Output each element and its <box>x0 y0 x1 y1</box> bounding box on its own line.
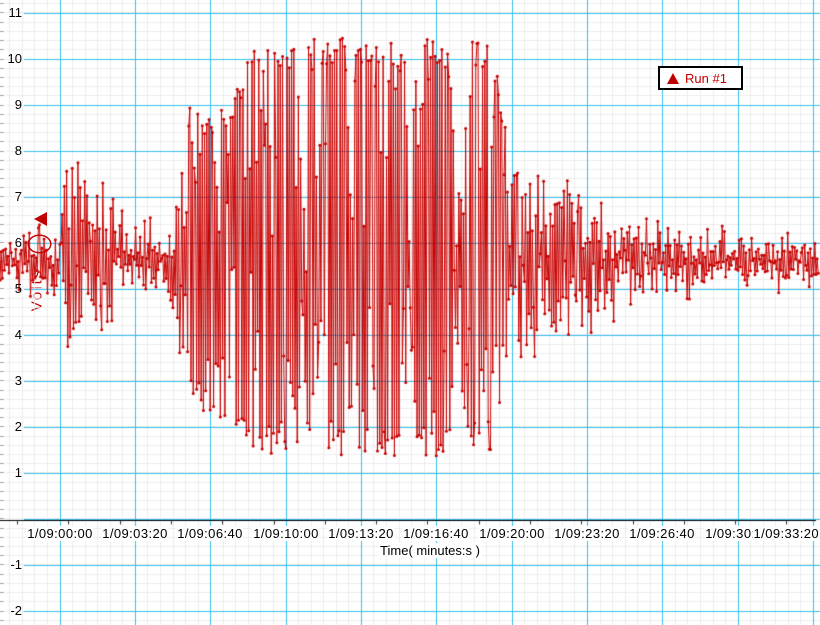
x-tick-label: 1/09:10:00 <box>252 526 320 541</box>
y-tick-label: 11 <box>8 5 23 20</box>
x-axis-title: Time( minutes:s ) <box>378 543 482 558</box>
x-tick-label: 1/09:20:00 <box>478 526 546 541</box>
y-tick-label: 9 <box>14 97 22 112</box>
x-tick-label: 1/09:03:20 <box>101 526 169 541</box>
triangle-marker-icon <box>667 72 679 84</box>
x-tick-label: 1/09:06:40 <box>176 526 244 541</box>
y-tick-label: 6 <box>14 235 22 250</box>
y-tick-label: -1 <box>10 557 22 572</box>
annotation-ellipse <box>27 234 52 254</box>
legend[interactable]: Run #1 <box>658 66 743 90</box>
y-tick-label: 8 <box>14 143 22 158</box>
y-tick-label: 4 <box>14 327 22 342</box>
legend-label: Run #1 <box>685 70 727 86</box>
x-tick-label: 1/09:13:20 <box>327 526 395 541</box>
x-tick-label: 1/09:16:40 <box>402 526 470 541</box>
y-tick-label: 1 <box>14 465 22 480</box>
y-tick-label: 3 <box>14 373 22 388</box>
x-tick-label: 1/09:26:40 <box>628 526 696 541</box>
x-tick-label: 1/09:33:20 <box>752 526 820 541</box>
y-tick-label: 5 <box>14 281 22 296</box>
y-tick-label: 2 <box>14 419 22 434</box>
y-tick-label: 10 <box>7 51 22 66</box>
x-tick-label: 1/09:23:20 <box>553 526 621 541</box>
y-tick-label: 7 <box>14 189 22 204</box>
y-tick-label: -2 <box>10 603 22 618</box>
x-tick-label: 1/09:00:00 <box>26 526 94 541</box>
cursor-left-triangle-icon[interactable] <box>34 212 47 226</box>
